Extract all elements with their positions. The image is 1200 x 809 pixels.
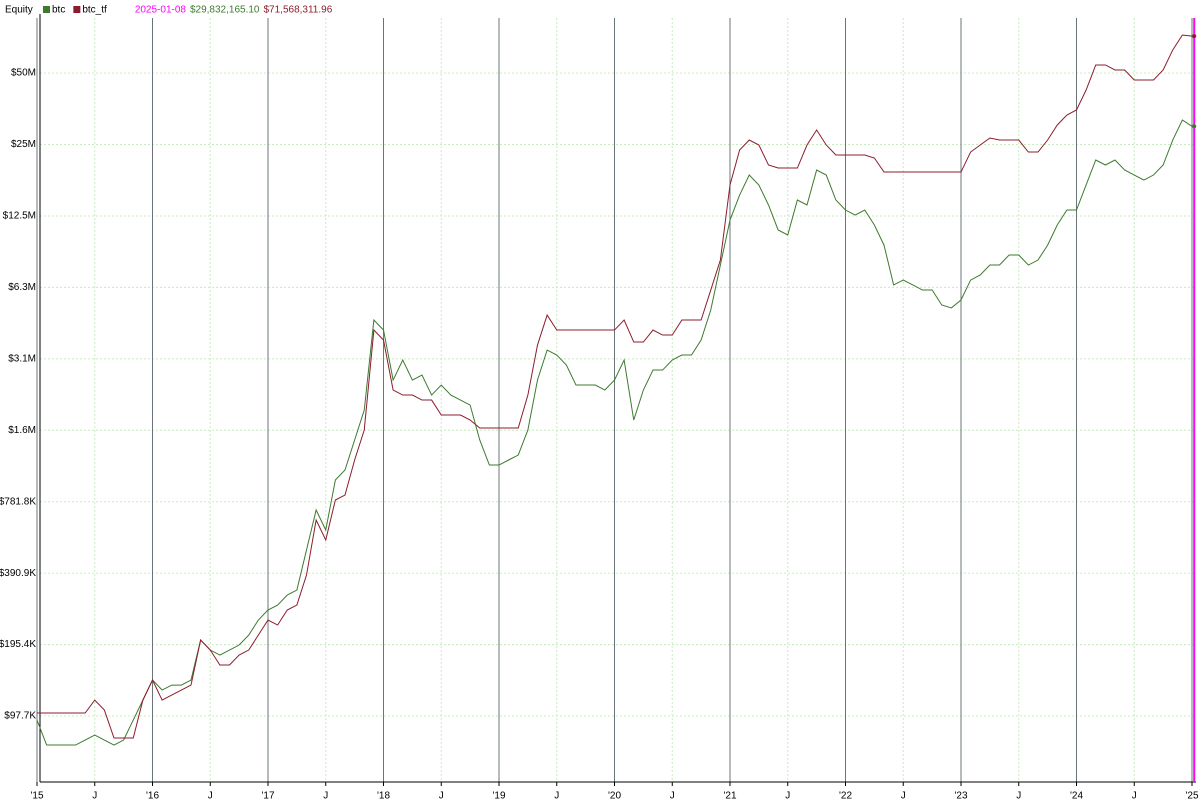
x-tick-label: J xyxy=(901,791,906,802)
x-tick-label: '20 xyxy=(608,791,621,802)
x-tick-label: J xyxy=(92,791,97,802)
x-tick-label: '15 xyxy=(30,791,43,802)
legend-label: btc_tf xyxy=(82,5,107,16)
x-tick-label: '23 xyxy=(954,791,967,802)
cursor-date: 2025-01-08 xyxy=(135,5,187,16)
x-tick-label: J xyxy=(208,791,213,802)
x-tick-label: J xyxy=(323,791,328,802)
series-line xyxy=(37,34,1193,739)
x-tick-label: '25 xyxy=(1185,791,1198,802)
series-line xyxy=(36,119,1193,746)
x-tick-label: J xyxy=(439,791,444,802)
y-tick-label: $390.9K xyxy=(0,568,36,579)
x-tick-label: '22 xyxy=(839,791,852,802)
x-tick-label: '24 xyxy=(1070,791,1083,802)
cursor-point xyxy=(1192,34,1197,39)
x-tick-label: J xyxy=(670,791,675,802)
x-tick-label: J xyxy=(1132,791,1137,802)
y-tick-label: $50M xyxy=(11,68,36,79)
x-tick-label: '17 xyxy=(261,791,274,802)
y-tick-label: $195.4K xyxy=(0,639,36,650)
x-tick-label: '21 xyxy=(723,791,736,802)
legend-swatch xyxy=(43,6,50,13)
x-tick-label: '18 xyxy=(377,791,390,802)
cursor-value: $71,568,311.96 xyxy=(263,5,332,16)
x-tick-label: J xyxy=(554,791,559,802)
x-tick-label: '16 xyxy=(146,791,159,802)
y-tick-label: $1.6M xyxy=(8,425,36,436)
y-tick-label: $25M xyxy=(11,139,36,150)
y-tick-label: $97.7K xyxy=(4,711,36,722)
x-tick-label: J xyxy=(1016,791,1021,802)
chart-title: Equity xyxy=(5,5,33,16)
y-tick-label: $12.5M xyxy=(3,211,36,222)
y-tick-label: $781.8K xyxy=(0,496,36,507)
cursor-point xyxy=(1192,124,1197,129)
y-tick-label: $3.1M xyxy=(8,353,36,364)
y-tick-label: $6.3M xyxy=(8,282,36,293)
legend-swatch xyxy=(73,6,81,13)
legend-label: btc xyxy=(52,5,65,16)
x-tick-label: '19 xyxy=(492,791,505,802)
x-tick-label: J xyxy=(785,791,790,802)
cursor-value: $29,832,165.10 xyxy=(190,5,260,16)
